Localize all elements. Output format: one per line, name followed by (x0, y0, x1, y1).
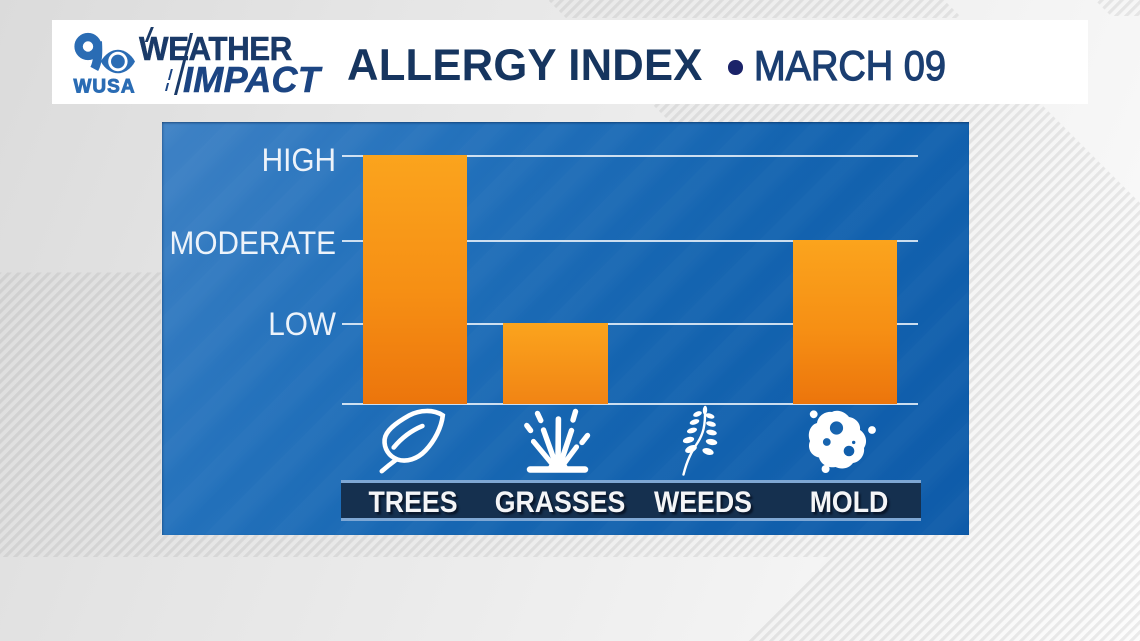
svg-text:WUSA: WUSA (74, 77, 136, 98)
